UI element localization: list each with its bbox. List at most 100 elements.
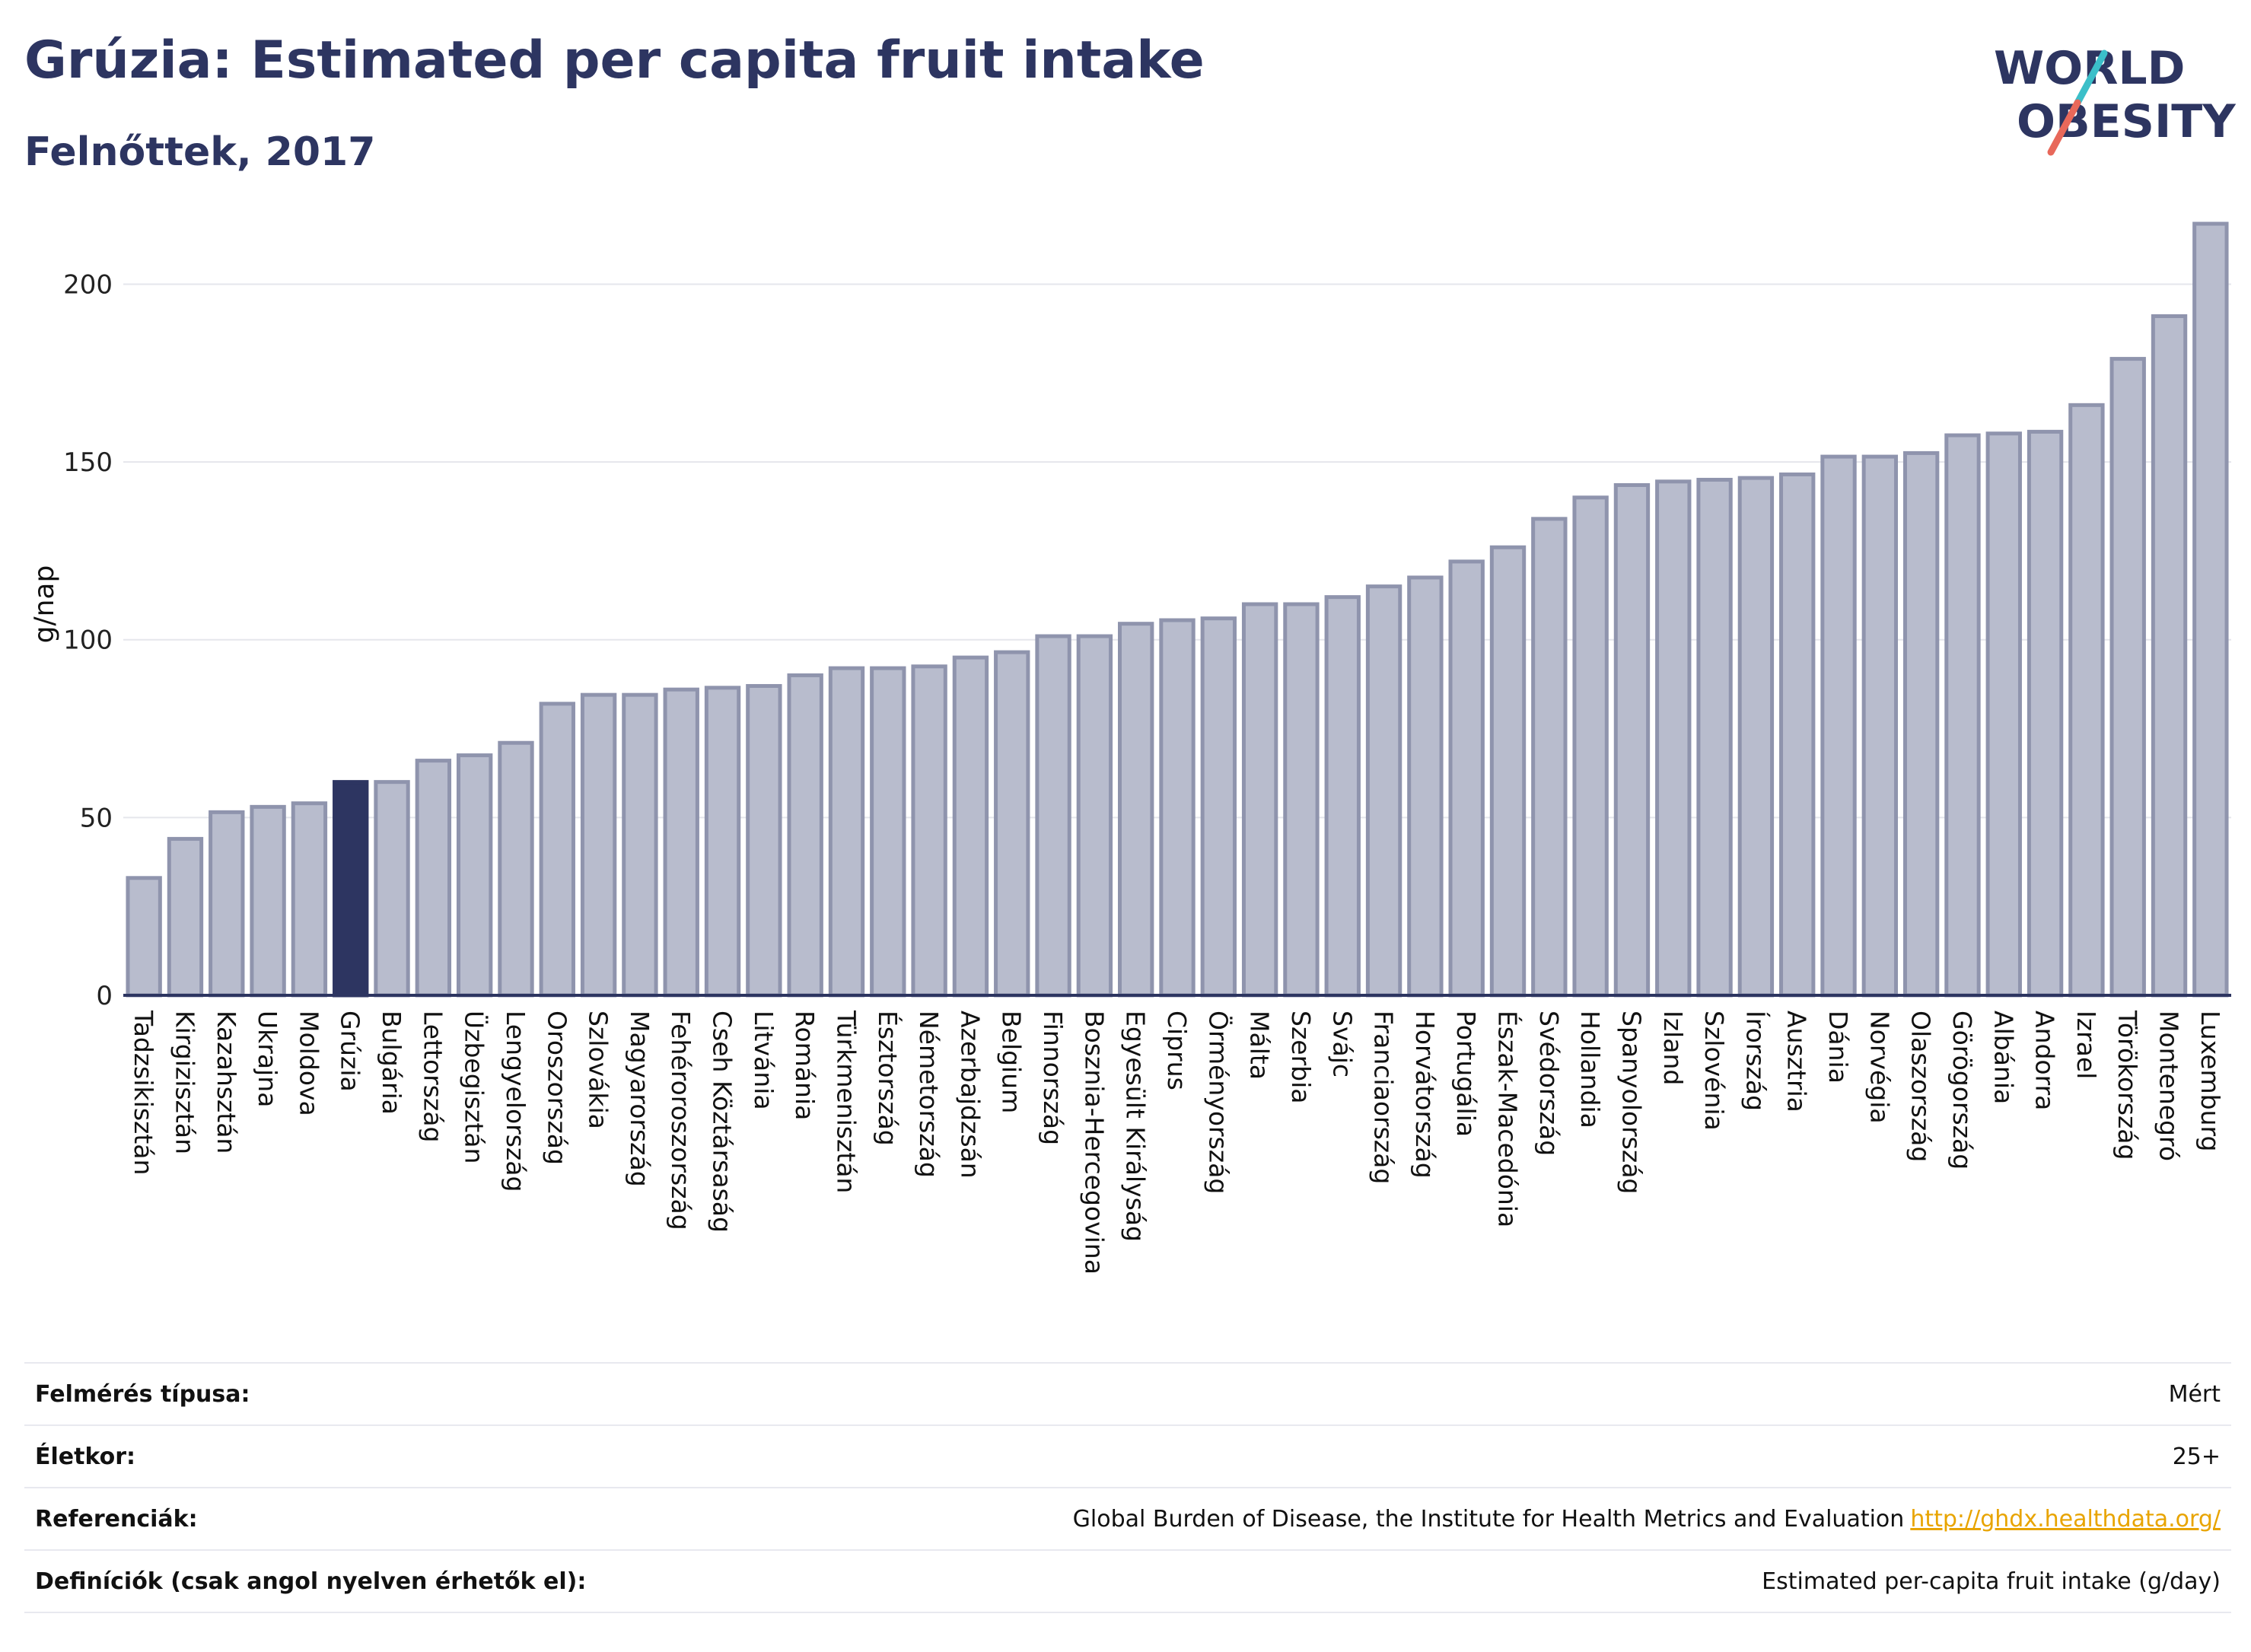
x-tick-label: Albánia [1988, 1011, 2018, 1104]
meta-row-age: Életkor: 25+ [24, 1425, 2231, 1488]
x-tick-label: Cseh Köztársaság [708, 1011, 737, 1233]
x-tick-label: Szlovákia [584, 1011, 613, 1129]
bar-3[interactable] [209, 810, 245, 998]
x-tick-label: Lettország [418, 1011, 447, 1142]
x-tick-label: Szerbia [1286, 1011, 1316, 1103]
bar-27[interactable] [1200, 616, 1237, 998]
bar-38[interactable] [1655, 479, 1692, 998]
bar-23[interactable] [1035, 634, 1071, 998]
x-tick-label: Izrael [2071, 1011, 2101, 1079]
reference-link[interactable]: http://ghdx.healthdata.org/ [1910, 1505, 2221, 1533]
bar-22[interactable] [994, 650, 1030, 998]
x-tick-label: Belgium [997, 1011, 1027, 1113]
bar-9[interactable] [456, 753, 493, 998]
bar-7[interactable] [374, 780, 410, 998]
bar-11[interactable] [539, 702, 575, 998]
x-tick-label: Portugália [1451, 1011, 1481, 1137]
bar-16[interactable] [746, 683, 782, 998]
y-tick-label: 200 [63, 269, 113, 300]
x-tick-label: Finnország [1038, 1011, 1068, 1145]
x-tick-label: Ukrajna [253, 1011, 282, 1107]
x-tick-label: Románia [790, 1011, 820, 1120]
y-tick-label: 100 [63, 625, 113, 656]
x-tick-label: Norvégia [1864, 1011, 1894, 1124]
x-tick-label: Izland [1658, 1011, 1688, 1085]
bar-12[interactable] [580, 692, 617, 998]
bar-10[interactable] [498, 740, 534, 998]
meta-value-references: Global Burden of Disease, the Institute … [746, 1488, 2231, 1550]
x-tick-label: Olaszország [1906, 1011, 1936, 1162]
y-tick-label: 150 [63, 447, 113, 478]
bar-41[interactable] [1779, 472, 1816, 998]
meta-label: Életkor: [35, 1443, 136, 1470]
bar-2[interactable] [167, 836, 204, 998]
meta-label: Definíciók (csak angol nyelven érhetők e… [35, 1568, 587, 1595]
bar-1[interactable] [126, 876, 162, 998]
meta-value: Mért [2168, 1380, 2221, 1408]
bar-45[interactable] [1944, 433, 1981, 998]
x-tick-label: Luxemburg [2195, 1011, 2225, 1151]
x-tick-label: Törökország [2113, 1010, 2142, 1160]
bar-21[interactable] [952, 655, 989, 998]
bar-32[interactable] [1407, 575, 1444, 998]
x-tick-label: Egyesült Királyság [1121, 1011, 1151, 1242]
meta-value: Estimated per-capita fruit intake (g/day… [1762, 1568, 2221, 1595]
bar-13[interactable] [622, 692, 658, 998]
bar-40[interactable] [1737, 476, 1775, 998]
bar-8[interactable] [415, 759, 452, 998]
bar-36[interactable] [1572, 495, 1609, 998]
meta-row-references: Referenciák: Global Burden of Disease, t… [24, 1488, 2231, 1550]
y-tick-label: 50 [80, 803, 113, 833]
x-tick-label: Málta [1245, 1011, 1275, 1080]
bar-43[interactable] [1861, 454, 1899, 998]
bar-34[interactable] [1489, 545, 1527, 998]
bar-26[interactable] [1159, 618, 1196, 998]
x-tick-label: Kazahsztán [212, 1011, 241, 1154]
bar-4[interactable] [250, 804, 286, 998]
logo-slash-red [2047, 99, 2081, 156]
bar-35[interactable] [1531, 517, 1568, 998]
bar-47[interactable] [2027, 429, 2064, 998]
bar-42[interactable] [1820, 454, 1857, 998]
x-tick-label: Üzbegisztán [460, 1011, 490, 1163]
y-tick-label: 0 [96, 981, 113, 1011]
meta-value: 25+ [2172, 1443, 2221, 1470]
x-tick-label: Bulgária [377, 1011, 406, 1115]
x-tick-label: Moldova [294, 1011, 323, 1116]
x-tick-label: Örményország [1203, 1011, 1234, 1194]
bar-19[interactable] [870, 666, 906, 998]
bar-50[interactable] [2151, 314, 2188, 998]
bar-49[interactable] [2109, 357, 2146, 998]
bar-6[interactable] [333, 780, 369, 998]
bar-24[interactable] [1076, 634, 1113, 998]
bar-5[interactable] [291, 801, 328, 998]
bar-20[interactable] [911, 664, 947, 998]
x-tick-label: Görögország [1947, 1011, 1977, 1170]
bar-28[interactable] [1241, 602, 1278, 998]
x-tick-label: Észak-Macedónia [1493, 1011, 1523, 1227]
bar-15[interactable] [704, 686, 741, 998]
x-tick-label: Oroszország [542, 1011, 572, 1165]
logo-line-obesity: OBESITY [2017, 95, 2237, 148]
bar-18[interactable] [828, 666, 865, 998]
bar-46[interactable] [1985, 431, 2022, 998]
world-obesity-logo: WORLD OBESITY [1994, 42, 2237, 156]
meta-row-survey-type: Felmérés típusa: Mért [24, 1363, 2231, 1425]
bar-44[interactable] [1902, 450, 1940, 998]
bar-29[interactable] [1283, 602, 1320, 998]
bar-51[interactable] [2192, 221, 2229, 998]
bar-48[interactable] [2068, 403, 2105, 998]
x-tick-label: Tadzsikisztán [129, 1010, 158, 1175]
bar-33[interactable] [1448, 559, 1485, 998]
x-tick-label: Ausztria [1782, 1011, 1812, 1112]
bar-17[interactable] [787, 673, 823, 998]
x-tick-label: Észtország [873, 1011, 903, 1146]
page-title: Grúzia: Estimated per capita fruit intak… [24, 30, 1205, 91]
bar-14[interactable] [663, 687, 699, 998]
bar-chart: 0 50 100 150 200 g/nap Tadzsikisztán Kirgiziszt… [29, 221, 2231, 1275]
bar-39[interactable] [1696, 477, 1733, 998]
bar-37[interactable] [1613, 482, 1651, 998]
bar-30[interactable] [1324, 595, 1361, 998]
bar-31[interactable] [1365, 584, 1402, 998]
bar-25[interactable] [1118, 622, 1154, 998]
